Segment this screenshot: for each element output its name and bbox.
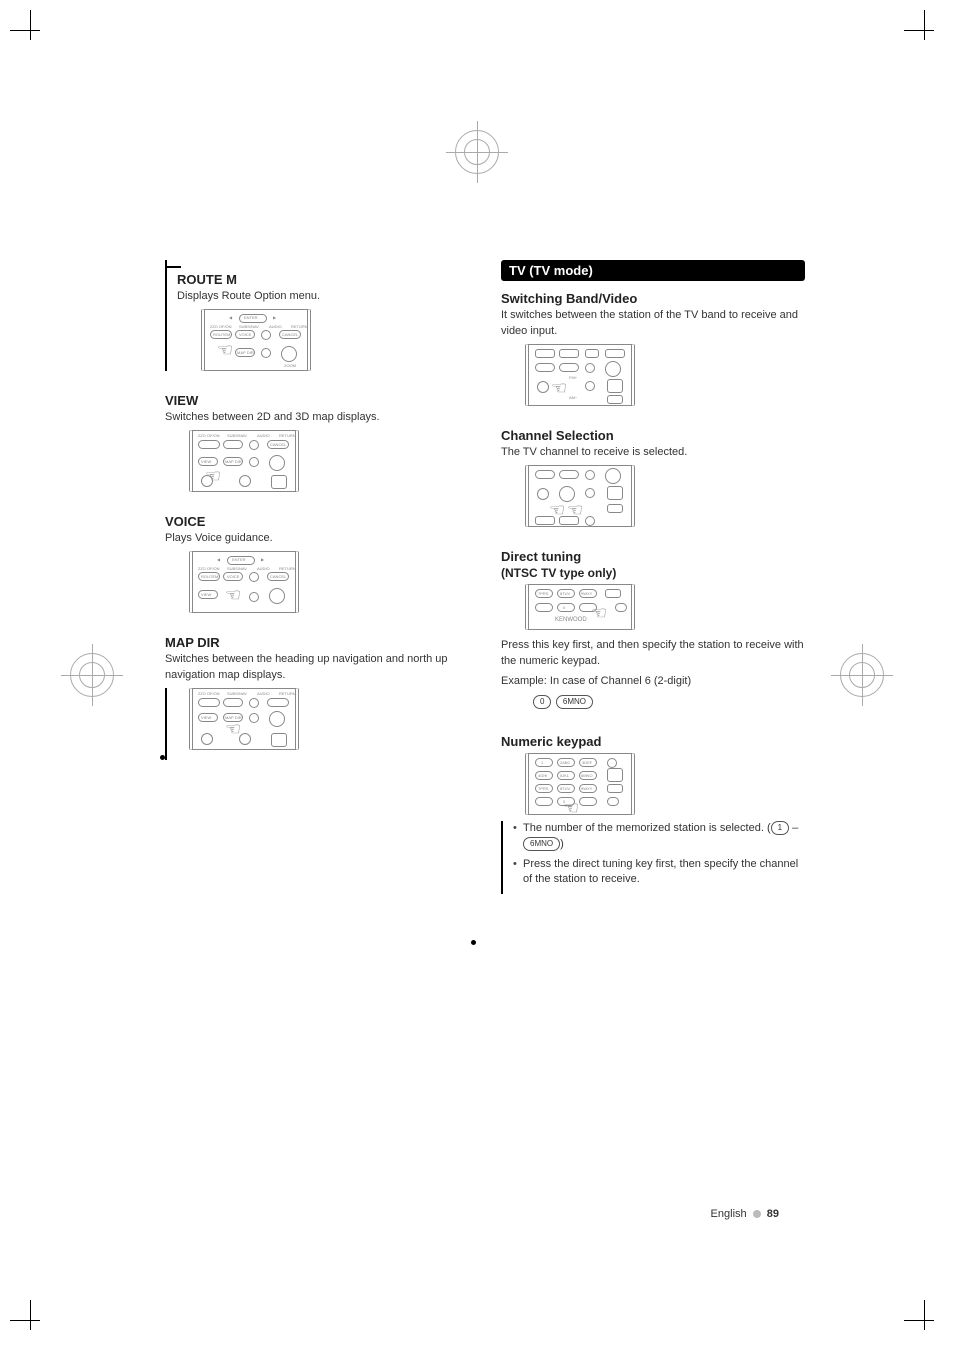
- pointing-hand-icon: ☞: [591, 603, 607, 624]
- bullet-text: ): [560, 838, 564, 850]
- section-title: VOICE: [165, 514, 469, 529]
- example-keys: 0 6MNO: [533, 694, 805, 712]
- section-title: MAP DIR: [165, 635, 469, 650]
- list-item: Press the direct tuning key first, then …: [513, 857, 805, 889]
- bullet-text: –: [789, 822, 798, 834]
- section-numeric-keypad: Numeric keypad 1 2ABC 3DEF 4GHI 5JKL 6MN…: [501, 734, 805, 895]
- key-1: 1: [771, 821, 789, 835]
- remote-diagram: ENTER ◀ ▶ 2ZO OF/ON SUBS/NAV AUDIO RETUR…: [201, 309, 311, 371]
- section-desc: Plays Voice guidance.: [165, 531, 469, 547]
- remote-diagram: ☞ FM+ AM−: [525, 344, 635, 406]
- footer-language: English: [711, 1208, 747, 1220]
- mode-title-bar: TV (TV mode): [501, 260, 805, 281]
- remote-diagram: ENTER ◀ ▶ 2ZO OF/ON SUBS/NAV AUDIO RETUR…: [189, 551, 299, 613]
- registration-mark: [840, 653, 884, 697]
- section-desc: The TV channel to receive is selected.: [501, 445, 805, 461]
- registration-mark: [455, 130, 499, 174]
- section-title: Direct tuning: [501, 549, 805, 564]
- section-desc: Example: In case of Channel 6 (2-digit): [501, 674, 805, 690]
- key-0: 0: [533, 695, 551, 709]
- bullet-text: The number of the memorized station is s…: [523, 822, 771, 834]
- section-switching-band: Switching Band/Video It switches between…: [501, 291, 805, 406]
- section-title: ROUTE M: [177, 272, 469, 287]
- crop-mark: [10, 10, 50, 50]
- section-route-m: ROUTE M Displays Route Option menu. ENTE…: [165, 260, 469, 371]
- section-view: VIEW Switches between 2D and 3D map disp…: [165, 393, 469, 492]
- list-item: The number of the memorized station is s…: [513, 821, 805, 853]
- rule-end-dot: [160, 755, 165, 760]
- remote-diagram: 2ZO OF/ON SUBS/NAV AUDIO RETURN CANCEL V…: [189, 430, 299, 492]
- section-title: Numeric keypad: [501, 734, 805, 749]
- footer-page-number: 89: [767, 1208, 779, 1220]
- section-voice: VOICE Plays Voice guidance. ENTER ◀ ▶ 2Z…: [165, 514, 469, 613]
- crop-mark: [904, 10, 944, 50]
- section-desc: Switches between the heading up navigati…: [165, 652, 469, 684]
- crop-mark: [904, 1300, 944, 1340]
- section-tick-icon: [177, 262, 187, 272]
- key-6: 6MNO: [523, 837, 560, 851]
- section-desc: Displays Route Option menu.: [177, 289, 469, 305]
- section-desc: Press this key first, and then specify t…: [501, 638, 805, 670]
- pointing-hand-icon: ☞: [217, 340, 233, 361]
- footer-dot-icon: [753, 1210, 761, 1218]
- section-title: VIEW: [165, 393, 469, 408]
- remote-diagram: ☜ ☞: [525, 465, 635, 527]
- left-column: ROUTE M Displays Route Option menu. ENTE…: [165, 260, 469, 916]
- bullet-list: The number of the memorized station is s…: [513, 821, 805, 889]
- pointing-hand-icon: ☞: [225, 585, 241, 606]
- section-channel-selection: Channel Selection The TV channel to rece…: [501, 428, 805, 527]
- section-subtitle: (NTSC TV type only): [501, 566, 805, 580]
- page-footer: English 89: [711, 1208, 779, 1220]
- page-content: ROUTE M Displays Route Option menu. ENTE…: [165, 260, 805, 916]
- registration-mark: [70, 653, 114, 697]
- section-desc: It switches between the station of the T…: [501, 308, 805, 340]
- section-title: Channel Selection: [501, 428, 805, 443]
- pointing-hand-icon: ☞: [563, 798, 579, 815]
- key-6: 6MNO: [556, 695, 593, 709]
- section-desc: Switches between 2D and 3D map displays.: [165, 410, 469, 426]
- section-title: Switching Band/Video: [501, 291, 805, 306]
- section-map-dir: MAP DIR Switches between the heading up …: [165, 635, 469, 760]
- pointing-hand-icon: ☞: [551, 378, 567, 399]
- crop-mark: [10, 1300, 50, 1340]
- section-direct-tuning: Direct tuning (NTSC TV type only) 7PRS 8…: [501, 549, 805, 712]
- rule-end-dot: [471, 940, 476, 945]
- right-column: TV (TV mode) Switching Band/Video It swi…: [501, 260, 805, 916]
- remote-diagram: 7PRS 8TUV 9WXY 0 ☞ KENWOOD: [525, 584, 635, 630]
- remote-diagram: 2ZO OF/ON SUBS/NAV AUDIO RETURN VIEW MAP…: [189, 688, 299, 750]
- remote-diagram: 1 2ABC 3DEF 4GHI 5JKL 6MNO 7PRS 8TUV 9WX…: [525, 753, 635, 815]
